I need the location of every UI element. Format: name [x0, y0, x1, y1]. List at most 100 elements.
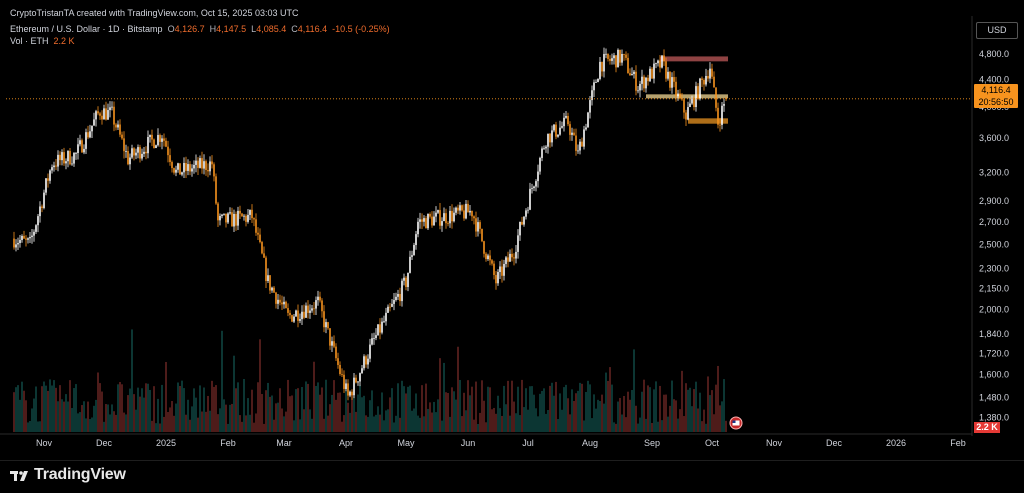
volume-bar [321, 387, 323, 432]
candle-body [253, 218, 255, 220]
candle-body [157, 135, 159, 146]
volume-bar [95, 399, 97, 432]
time-axis[interactable]: Nov Dec 2025 Feb Mar Apr May Jun Jul Aug Sep Oct Nov… [0, 433, 972, 448]
price-axis[interactable]: 4,800.04,400.04,000.03,600.03,200.02,900… [971, 16, 1009, 436]
volume-bar [197, 417, 199, 432]
drawn-zones[interactable] [646, 56, 728, 124]
candle-body [467, 203, 469, 213]
candle-body [659, 60, 661, 68]
volume-bar [253, 422, 255, 432]
volume-bar [631, 390, 633, 432]
zone-rectangle[interactable] [688, 118, 728, 124]
currency-button[interactable]: USD [976, 22, 1018, 39]
candle-body [71, 163, 73, 165]
volume-bar [313, 361, 315, 432]
candle-body [541, 148, 543, 158]
candle-body [275, 292, 277, 304]
volume-bar [423, 416, 425, 432]
volume-value: 2.2 K [53, 36, 75, 46]
volume-bar [575, 393, 577, 432]
price-tick-label: 1,840.0 [979, 329, 1009, 339]
candle-body [539, 157, 541, 172]
volume-bar [271, 395, 273, 432]
candle-body [367, 358, 369, 365]
flag-icon-canton [732, 420, 736, 423]
volume-bar [123, 412, 125, 432]
candle-body [81, 140, 83, 153]
event-marker[interactable] [729, 416, 743, 430]
candle-body [543, 148, 545, 150]
chart-panel[interactable]: 4,800.04,400.04,000.03,600.03,200.02,900… [0, 0, 1024, 461]
candle-body [111, 106, 113, 108]
candle-body [225, 213, 227, 223]
price-chart[interactable]: 4,800.04,400.04,000.03,600.03,200.02,900… [0, 0, 1024, 460]
candle-body [571, 132, 573, 135]
candle-body [175, 169, 177, 173]
candle-body [385, 312, 387, 322]
candle-body [201, 158, 203, 169]
volume-bar [633, 349, 635, 432]
volume-bar [219, 408, 221, 432]
volume-bar [407, 386, 409, 432]
candle-body [159, 135, 161, 142]
volume-bar [157, 398, 159, 432]
volume-bar [129, 388, 131, 432]
last-price-value: 4,116.4 [981, 85, 1011, 95]
volume-bar [529, 386, 531, 432]
zone-rectangle[interactable] [660, 56, 728, 62]
volume-bar [363, 395, 365, 432]
volume-bar [485, 422, 487, 432]
price-tick-label: 3,200.0 [979, 167, 1009, 177]
candle-body [97, 111, 99, 114]
volume-bar [665, 394, 667, 432]
candle-body [293, 316, 295, 322]
volume-bar [377, 406, 379, 432]
volume-bar [201, 411, 203, 432]
tradingview-logo-icon[interactable] [10, 465, 30, 487]
volume-bar [327, 415, 329, 432]
candle-body [453, 212, 455, 222]
volume-bar [705, 423, 707, 432]
footer: TradingView [0, 461, 1024, 493]
candle-body [119, 124, 121, 135]
candle-body [379, 324, 381, 333]
candle-body [43, 192, 45, 208]
candle-body [371, 338, 373, 345]
volume-bar [261, 394, 263, 432]
candle-body [33, 231, 35, 236]
volume-bar [299, 419, 301, 432]
candle-body [173, 168, 175, 173]
change-value: -10.5 (-0.25%) [332, 24, 390, 34]
candle-body [185, 162, 187, 171]
volume-bar [39, 421, 41, 432]
volume-bar [679, 409, 681, 432]
volume-bar [627, 391, 629, 432]
volume-bar [699, 392, 701, 432]
volume-bar [595, 408, 597, 432]
time-tick-label: Aug [582, 438, 598, 448]
volume-bar [555, 381, 557, 432]
volume-bar [701, 421, 703, 432]
candle-body [671, 77, 673, 88]
volume-bar [293, 420, 295, 432]
tradingview-brand[interactable]: TradingView [34, 466, 126, 483]
volume-bar [241, 421, 243, 432]
volume-bar [401, 380, 403, 432]
volume-bar [519, 415, 521, 432]
volume-bar [397, 383, 399, 432]
volume-bar [59, 385, 61, 432]
candle-body [123, 138, 125, 152]
candle-body [377, 324, 379, 336]
candle-body [703, 79, 705, 85]
volume-bar [569, 414, 571, 432]
zone-rectangle[interactable] [646, 94, 728, 99]
volume-bar [687, 389, 689, 432]
candle-body [341, 374, 343, 375]
candle-body [125, 151, 127, 152]
candle-body [443, 213, 445, 222]
volume-bar [715, 384, 717, 432]
volume-bar [133, 394, 135, 432]
volume-bar [155, 423, 157, 432]
volume-bar [415, 393, 417, 432]
volume-bar [457, 346, 459, 432]
